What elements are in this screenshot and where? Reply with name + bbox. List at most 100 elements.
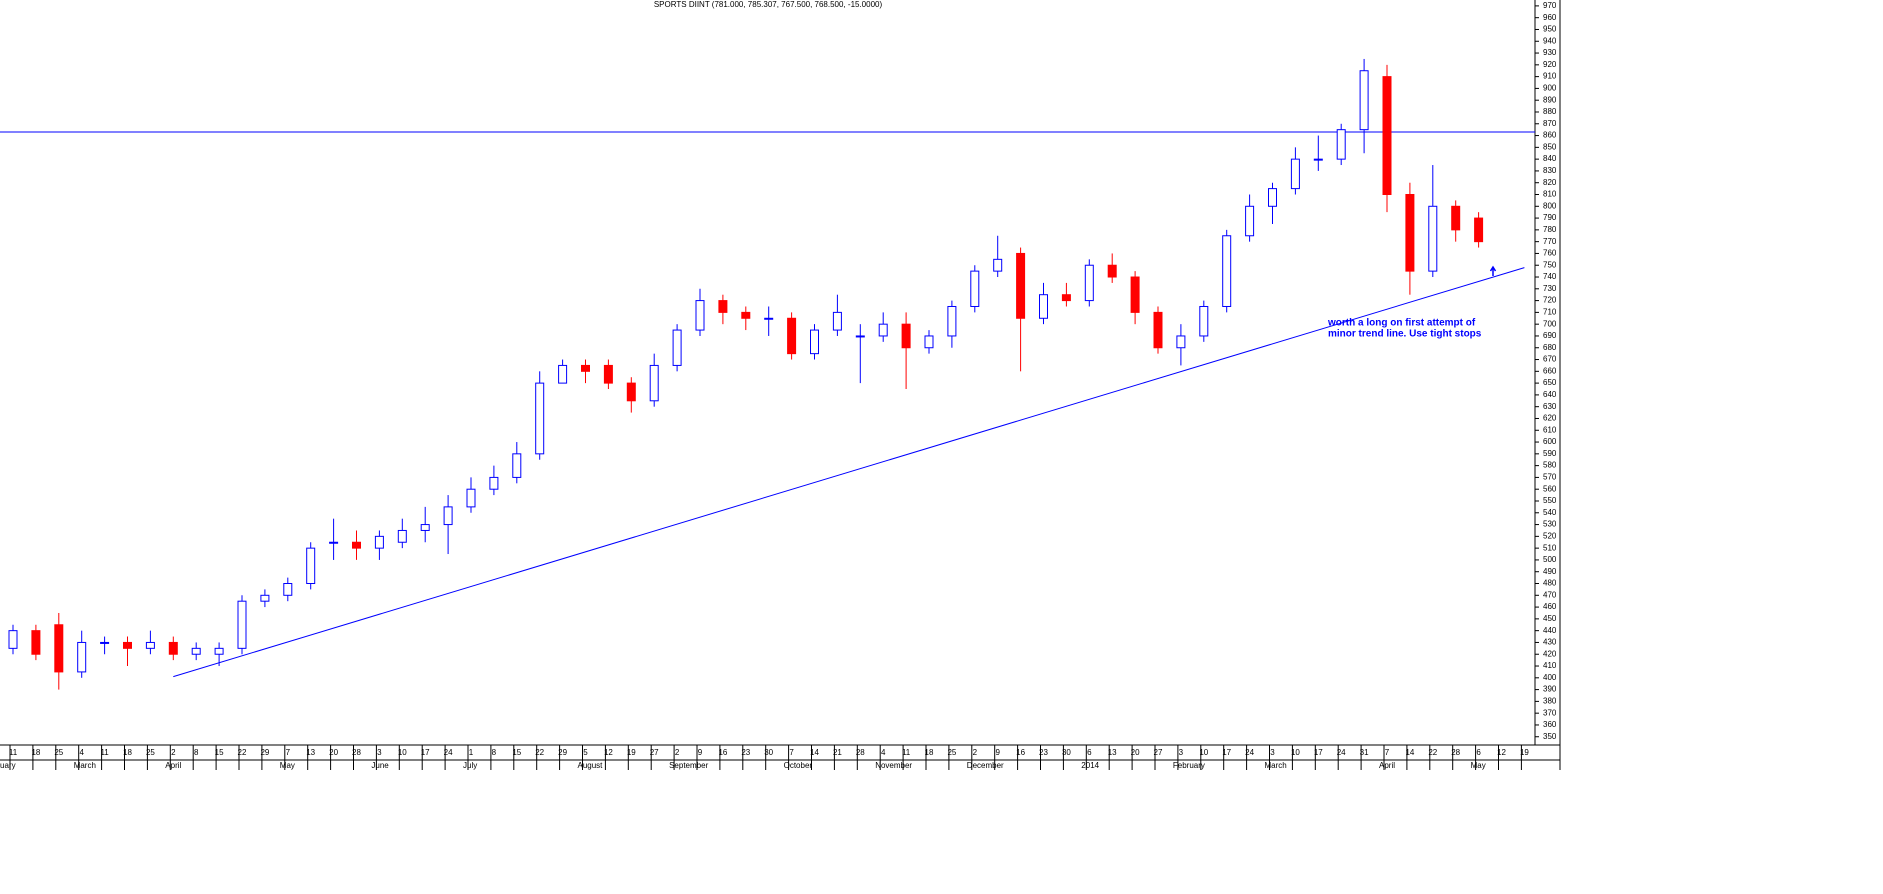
month-label: July xyxy=(463,761,477,770)
y-tick-label: 890 xyxy=(1543,95,1557,104)
candle-body xyxy=(8,630,18,649)
candle-body xyxy=(810,329,819,355)
x-tick-label: 10 xyxy=(1199,748,1208,757)
y-tick-label: 670 xyxy=(1543,355,1557,364)
x-tick-label: 22 xyxy=(1428,748,1437,757)
y-tick-label: 390 xyxy=(1543,685,1557,694)
candle-body xyxy=(741,311,751,319)
y-tick-label: 600 xyxy=(1543,437,1557,446)
x-tick-label: 29 xyxy=(260,748,269,757)
candle-body xyxy=(306,547,316,585)
y-tick-label: 380 xyxy=(1543,696,1557,705)
y-tick-label: 420 xyxy=(1543,649,1557,658)
y-tick-label: 360 xyxy=(1543,720,1557,729)
y-tick-label: 810 xyxy=(1543,190,1557,199)
y-tick-label: 610 xyxy=(1543,425,1557,434)
x-tick-label: 2 xyxy=(973,748,978,757)
x-tick-label: 17 xyxy=(1314,748,1323,757)
y-tick-label: 900 xyxy=(1543,84,1557,93)
y-tick-label: 460 xyxy=(1543,602,1557,611)
x-tick-label: 28 xyxy=(856,748,865,757)
y-tick-label: 530 xyxy=(1543,520,1557,529)
month-label: March xyxy=(74,761,96,770)
candle-body xyxy=(214,647,224,655)
candle-body xyxy=(1176,335,1186,349)
x-tick-label: 9 xyxy=(698,748,703,757)
annotation: worth a long on first attempt of xyxy=(1327,318,1476,329)
y-tick-label: 440 xyxy=(1543,626,1557,635)
x-tick-label: 8 xyxy=(492,748,497,757)
candle-body xyxy=(1016,252,1026,319)
month-label: April xyxy=(1379,761,1395,770)
month-label: June xyxy=(371,761,389,770)
x-tick-label: 23 xyxy=(1039,748,1048,757)
y-tick-label: 950 xyxy=(1543,25,1557,34)
x-tick-label: 15 xyxy=(512,748,521,757)
candle-body xyxy=(1245,205,1255,237)
y-tick-label: 920 xyxy=(1543,60,1557,69)
candle-body xyxy=(1061,294,1071,302)
candle-body xyxy=(443,506,453,526)
candle-body xyxy=(31,630,41,655)
candle-body xyxy=(764,317,774,320)
month-label: February xyxy=(1173,761,1205,770)
x-tick-label: 18 xyxy=(123,748,132,757)
x-tick-label: 3 xyxy=(1179,748,1184,757)
candle-body xyxy=(947,305,957,337)
x-tick-label: 24 xyxy=(1245,748,1254,757)
candle-body xyxy=(420,524,430,531)
candle-body xyxy=(878,323,888,337)
x-tick-label: 17 xyxy=(1222,748,1231,757)
y-tick-label: 740 xyxy=(1543,272,1557,281)
candle-body xyxy=(1290,158,1300,190)
x-tick-label: 14 xyxy=(1405,748,1414,757)
y-tick-label: 960 xyxy=(1543,13,1557,22)
candle-body xyxy=(191,647,201,655)
x-tick-label: 20 xyxy=(329,748,338,757)
month-label: September xyxy=(669,761,708,770)
x-tick-label: 7 xyxy=(286,748,291,757)
x-tick-label: 18 xyxy=(925,748,934,757)
y-tick-label: 880 xyxy=(1543,107,1557,116)
candle-body xyxy=(1153,311,1163,349)
candle-body xyxy=(787,317,797,355)
x-tick-label: 24 xyxy=(444,748,453,757)
x-tick-label: 28 xyxy=(352,748,361,757)
y-tick-label: 480 xyxy=(1543,579,1557,588)
y-tick-label: 550 xyxy=(1543,496,1557,505)
candle-body xyxy=(1313,158,1323,161)
candle-body xyxy=(168,641,178,655)
month-label: August xyxy=(578,761,604,770)
month-label: 2014 xyxy=(1081,761,1099,770)
x-tick-label: 8 xyxy=(194,748,199,757)
candle-body xyxy=(260,594,270,602)
candle-body xyxy=(626,382,636,402)
y-tick-label: 500 xyxy=(1543,555,1557,564)
candle-body xyxy=(54,624,64,673)
x-tick-label: 6 xyxy=(1087,748,1092,757)
candle-body xyxy=(1428,205,1438,272)
x-tick-label: 16 xyxy=(1016,748,1025,757)
candle-body xyxy=(970,270,980,307)
candle-body xyxy=(1222,235,1232,307)
candle-body xyxy=(603,364,613,384)
y-tick-label: 570 xyxy=(1543,473,1557,482)
y-tick-label: 720 xyxy=(1543,296,1557,305)
x-tick-label: 11 xyxy=(100,748,109,757)
x-tick-label: 27 xyxy=(1154,748,1163,757)
candle-body xyxy=(1451,205,1461,231)
annotation: minor trend line. Use tight stops xyxy=(1328,329,1482,340)
x-tick-label: 31 xyxy=(1360,748,1369,757)
y-tick-label: 520 xyxy=(1543,531,1557,540)
y-tick-label: 540 xyxy=(1543,508,1557,517)
y-tick-label: 580 xyxy=(1543,461,1557,470)
y-tick-label: 800 xyxy=(1543,201,1557,210)
x-tick-label: 11 xyxy=(902,748,911,757)
y-tick-label: 700 xyxy=(1543,319,1557,328)
candle-body xyxy=(512,453,522,478)
candle-body xyxy=(283,583,293,596)
x-tick-label: 25 xyxy=(947,748,956,757)
y-tick-label: 560 xyxy=(1543,484,1557,493)
x-tick-label: 19 xyxy=(1520,748,1529,757)
x-tick-label: 2 xyxy=(171,748,176,757)
